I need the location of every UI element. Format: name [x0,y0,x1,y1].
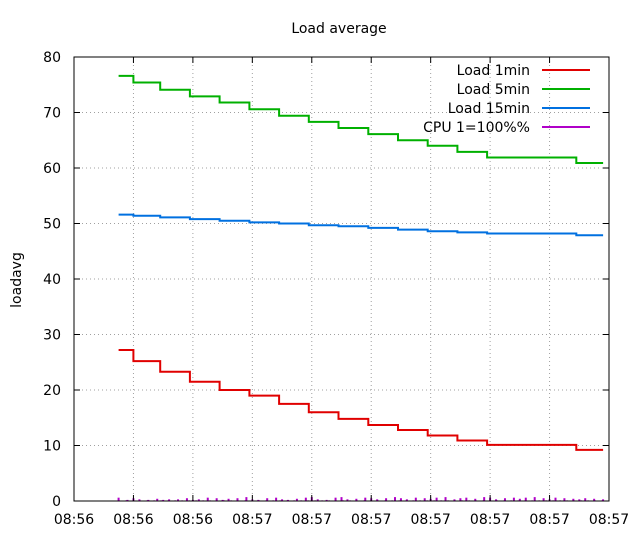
legend-label: Load 15min [448,101,530,117]
x-tick-label: 08:56 [113,512,153,528]
y-tick-label: 20 [43,383,61,399]
series-cpu [117,497,605,502]
series-lines [117,74,605,502]
y-tick-label: 60 [43,161,61,177]
x-tick-label: 08:57 [410,512,450,528]
legend: Load 1min Load 5min Load 15min CPU 1=100%% [423,63,590,136]
y-tick-label: 0 [52,494,61,510]
axis-ticks [73,56,610,502]
x-tick-label: 08:57 [351,512,391,528]
x-tick-label: 08:57 [470,512,510,528]
y-tick-label: 10 [43,439,61,455]
x-tick-label: 08:57 [292,512,332,528]
y-tick-label: 30 [43,328,61,344]
series-line-1 [118,349,604,451]
chart-title: Load average [291,21,386,37]
x-tick-label: 08:57 [529,512,569,528]
x-tick-label: 08:57 [589,512,629,528]
y-tick-label: 80 [43,50,61,66]
y-tick-label: 40 [43,272,61,288]
y-axis-label: loadavg [9,252,25,308]
x-tick-label: 08:56 [54,512,94,528]
legend-label: Load 5min [457,82,530,98]
y-tick-label: 50 [43,217,61,233]
tick-labels: 0 10 20 30 40 50 60 70 80 08:56 08:56 08:56 08:57 08:… [43,50,629,528]
legend-label: Load 1min [457,63,530,79]
series-line-3 [118,213,604,237]
x-tick-label: 08:56 [173,512,213,528]
x-tick-label: 08:57 [232,512,272,528]
y-tick-label: 70 [43,106,61,122]
legend-label: CPU 1=100%% [423,120,530,136]
series-line-2 [118,74,604,164]
